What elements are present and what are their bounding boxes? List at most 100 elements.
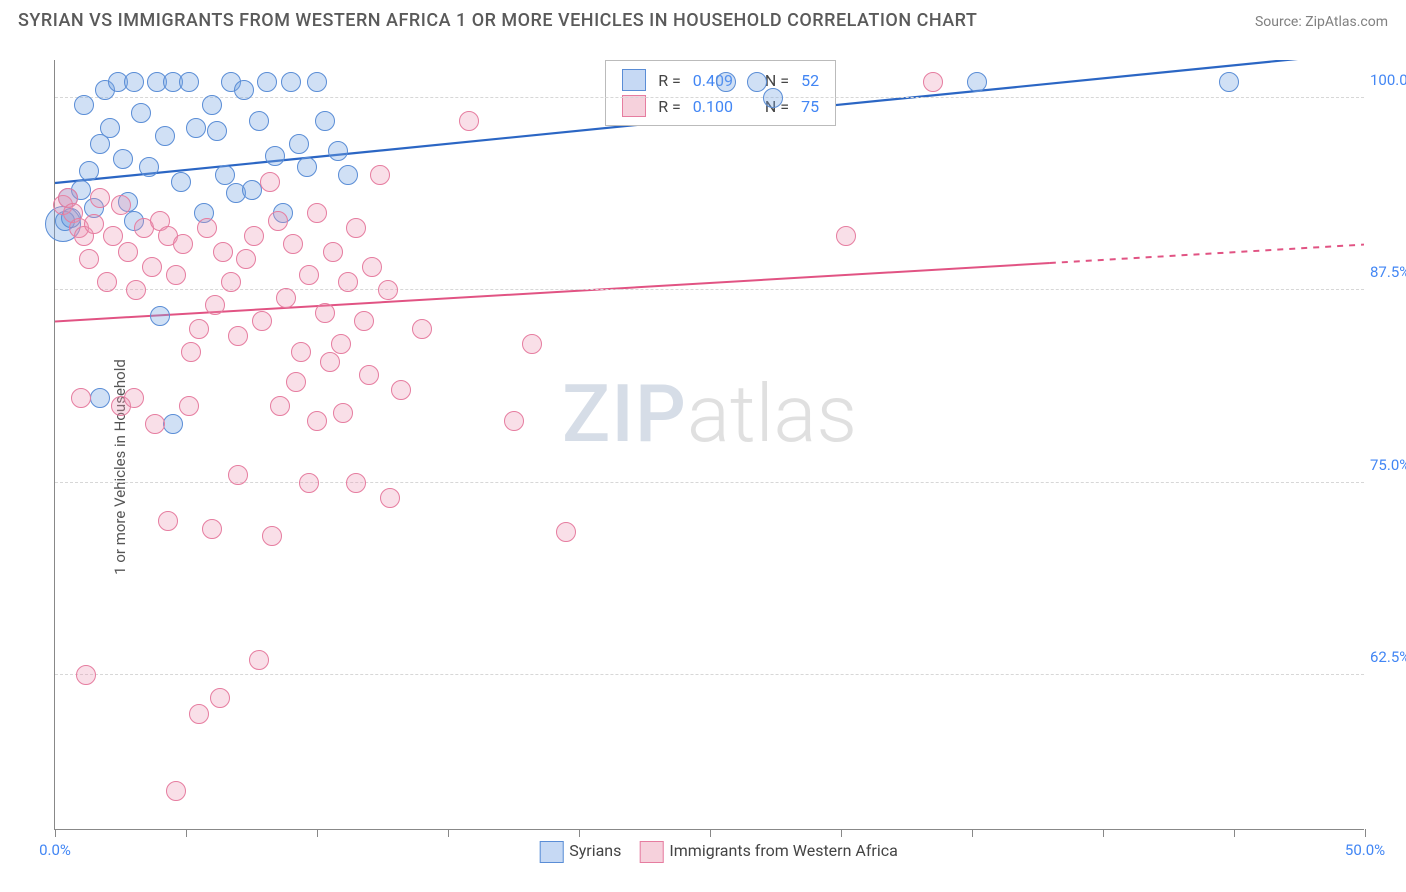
scatter-point — [315, 303, 335, 323]
x-tick — [317, 829, 318, 837]
x-tick — [448, 829, 449, 837]
scatter-point — [412, 319, 432, 339]
legend-swatch — [639, 841, 663, 863]
x-tick-label-right: 50.0% — [1345, 841, 1385, 859]
scatter-point — [111, 195, 131, 215]
scatter-point — [291, 342, 311, 362]
scatter-point — [297, 157, 317, 177]
scatter-point — [76, 665, 96, 685]
scatter-point — [171, 172, 191, 192]
legend-swatch — [539, 841, 563, 863]
scatter-point — [307, 203, 327, 223]
scatter-point — [145, 414, 165, 434]
trendline-extrapolated — [1050, 245, 1364, 263]
scatter-point — [307, 72, 327, 92]
scatter-point — [328, 141, 348, 161]
scatter-point — [242, 180, 262, 200]
scatter-point — [213, 242, 233, 262]
legend-series-label: Immigrants from Western Africa — [669, 841, 897, 860]
scatter-point — [186, 118, 206, 138]
scatter-point — [155, 126, 175, 146]
scatter-point — [257, 72, 277, 92]
gridline-h — [55, 674, 1364, 675]
chart-title: SYRIAN VS IMMIGRANTS FROM WESTERN AFRICA… — [18, 10, 977, 31]
scatter-point — [210, 688, 230, 708]
scatter-point — [163, 414, 183, 434]
scatter-point — [79, 249, 99, 269]
x-tick — [972, 829, 973, 837]
scatter-point — [79, 161, 99, 181]
y-tick-label: 75.0% — [1370, 456, 1406, 474]
scatter-point — [74, 95, 94, 115]
scatter-point — [90, 188, 110, 208]
series-legend: SyriansImmigrants from Western Africa — [521, 841, 898, 863]
gridline-h — [55, 289, 1364, 290]
scatter-point — [234, 80, 254, 100]
scatter-point — [124, 388, 144, 408]
scatter-point — [391, 380, 411, 400]
scatter-point — [158, 511, 178, 531]
scatter-point — [189, 704, 209, 724]
scatter-point — [197, 218, 217, 238]
scatter-point — [338, 272, 358, 292]
legend-n-value: 52 — [795, 67, 825, 93]
x-tick — [841, 829, 842, 837]
scatter-point — [276, 288, 296, 308]
scatter-point — [100, 118, 120, 138]
scatter-point — [346, 218, 366, 238]
scatter-point — [166, 781, 186, 801]
x-tick — [710, 829, 711, 837]
scatter-point — [202, 95, 222, 115]
x-tick — [1234, 829, 1235, 837]
scatter-point — [331, 334, 351, 354]
scatter-point — [181, 342, 201, 362]
y-tick-label: 100.0% — [1370, 71, 1406, 89]
x-tick-label-left: 0.0% — [39, 841, 71, 859]
scatter-point — [173, 234, 193, 254]
x-tick — [1103, 829, 1104, 837]
x-tick — [55, 829, 56, 837]
scatter-point — [362, 257, 382, 277]
scatter-point — [315, 111, 335, 131]
scatter-point — [967, 72, 987, 92]
scatter-point — [307, 411, 327, 431]
scatter-point — [747, 72, 767, 92]
scatter-point — [249, 650, 269, 670]
gridline-h — [55, 482, 1364, 483]
trendline — [55, 263, 1050, 321]
scatter-point — [320, 352, 340, 372]
scatter-point — [84, 214, 104, 234]
scatter-point — [265, 146, 285, 166]
scatter-point — [131, 103, 151, 123]
scatter-point — [299, 265, 319, 285]
scatter-point — [504, 411, 524, 431]
scatter-point — [923, 72, 943, 92]
correlation-legend: R =0.409 N =52R =0.100 N =75 — [605, 60, 836, 126]
scatter-point — [763, 88, 783, 108]
scatter-point — [202, 519, 222, 539]
scatter-point — [221, 272, 241, 292]
scatter-point — [150, 306, 170, 326]
scatter-point — [249, 111, 269, 131]
scatter-point — [118, 242, 138, 262]
scatter-point — [836, 226, 856, 246]
scatter-point — [71, 388, 91, 408]
scatter-point — [126, 280, 146, 300]
trend-lines — [55, 60, 1364, 829]
x-tick — [1365, 829, 1366, 837]
scatter-point — [103, 226, 123, 246]
scatter-point — [179, 72, 199, 92]
scatter-point — [215, 165, 235, 185]
scatter-point — [97, 272, 117, 292]
legend-swatch — [622, 95, 646, 117]
scatter-point — [205, 295, 225, 315]
source-attribution: Source: ZipAtlas.com — [1255, 14, 1388, 30]
chart-container: 1 or more Vehicles in Household ZIPatlas… — [0, 42, 1406, 892]
scatter-point — [522, 334, 542, 354]
scatter-point — [113, 149, 133, 169]
scatter-point — [260, 172, 280, 192]
scatter-point — [1219, 72, 1239, 92]
scatter-point — [286, 372, 306, 392]
y-tick-label: 87.5% — [1370, 263, 1406, 281]
scatter-point — [323, 242, 343, 262]
